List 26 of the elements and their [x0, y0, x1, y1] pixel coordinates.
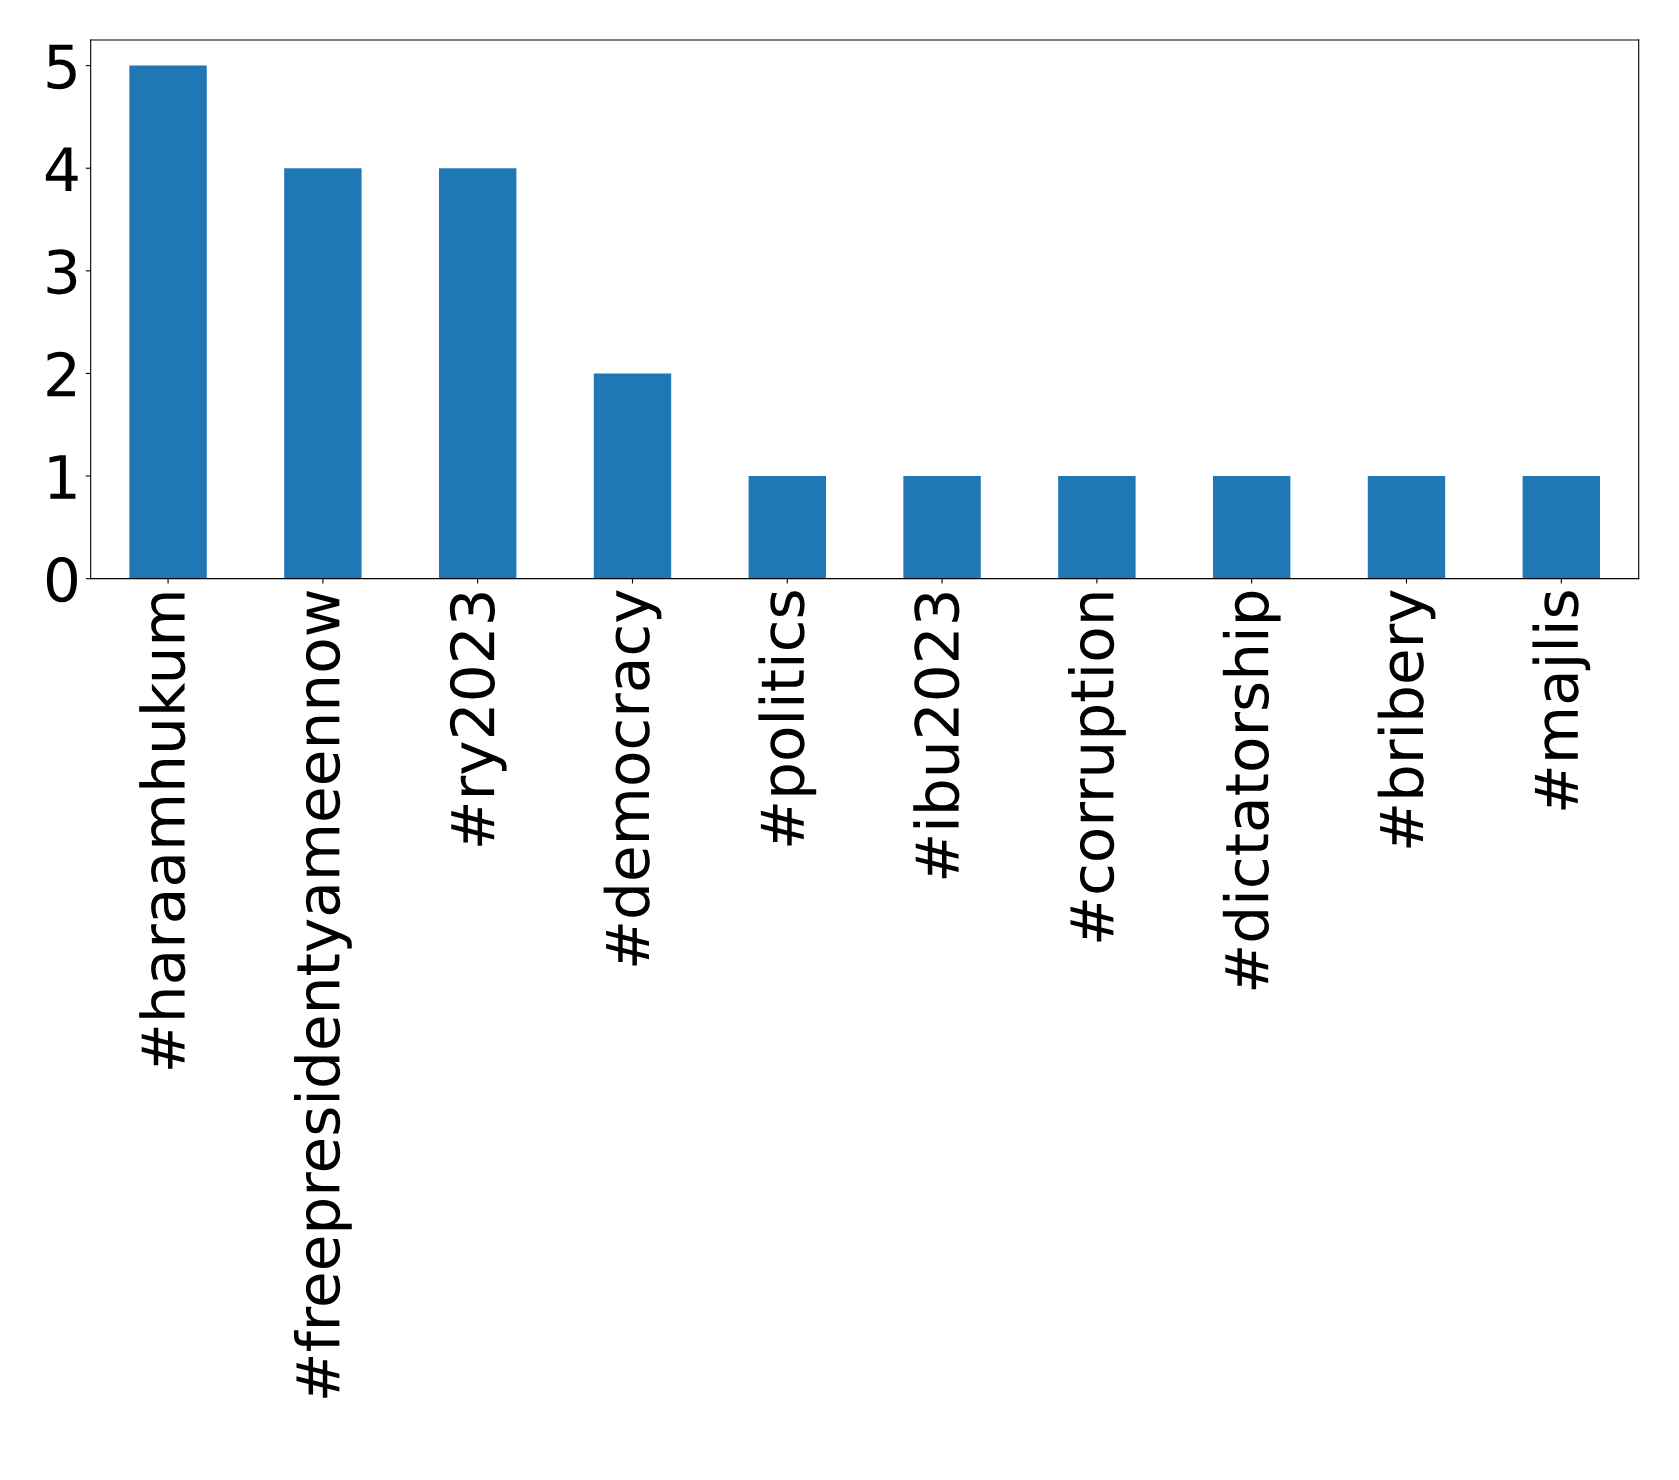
bar — [438, 168, 517, 579]
x-tick-label: #corruption — [1067, 593, 1126, 942]
bar — [1522, 476, 1600, 579]
x-tick-label: #dictatorship — [1222, 591, 1281, 990]
bar — [1212, 476, 1291, 579]
y-tick-label: 2 — [47, 351, 75, 397]
bar — [284, 168, 362, 579]
x-tick-label: #politics — [758, 591, 817, 846]
x-tick-label: #ry2023 — [449, 593, 507, 846]
y-tick-label: 1 — [49, 455, 76, 499]
bar — [593, 373, 672, 579]
x-tick-label: #democracy — [603, 590, 662, 966]
bar — [129, 65, 207, 579]
bar — [1058, 476, 1136, 579]
x-tick-label: #haraamhukum — [139, 593, 186, 1069]
bar — [903, 476, 981, 579]
y-tick-label: 4 — [45, 147, 78, 191]
bar — [748, 476, 826, 579]
y-tick-label: 3 — [47, 249, 77, 295]
x-tick-label: #bribery — [1377, 590, 1436, 848]
x-tick-label: #majlis — [1532, 591, 1591, 810]
y-tick-label: 5 — [47, 44, 76, 90]
bar — [1367, 476, 1446, 579]
x-tick-label: #ibu2023 — [913, 593, 960, 879]
y-tick-label: 0 — [46, 557, 77, 603]
x-tick-label: #freepresidentyameennow — [293, 590, 352, 1398]
